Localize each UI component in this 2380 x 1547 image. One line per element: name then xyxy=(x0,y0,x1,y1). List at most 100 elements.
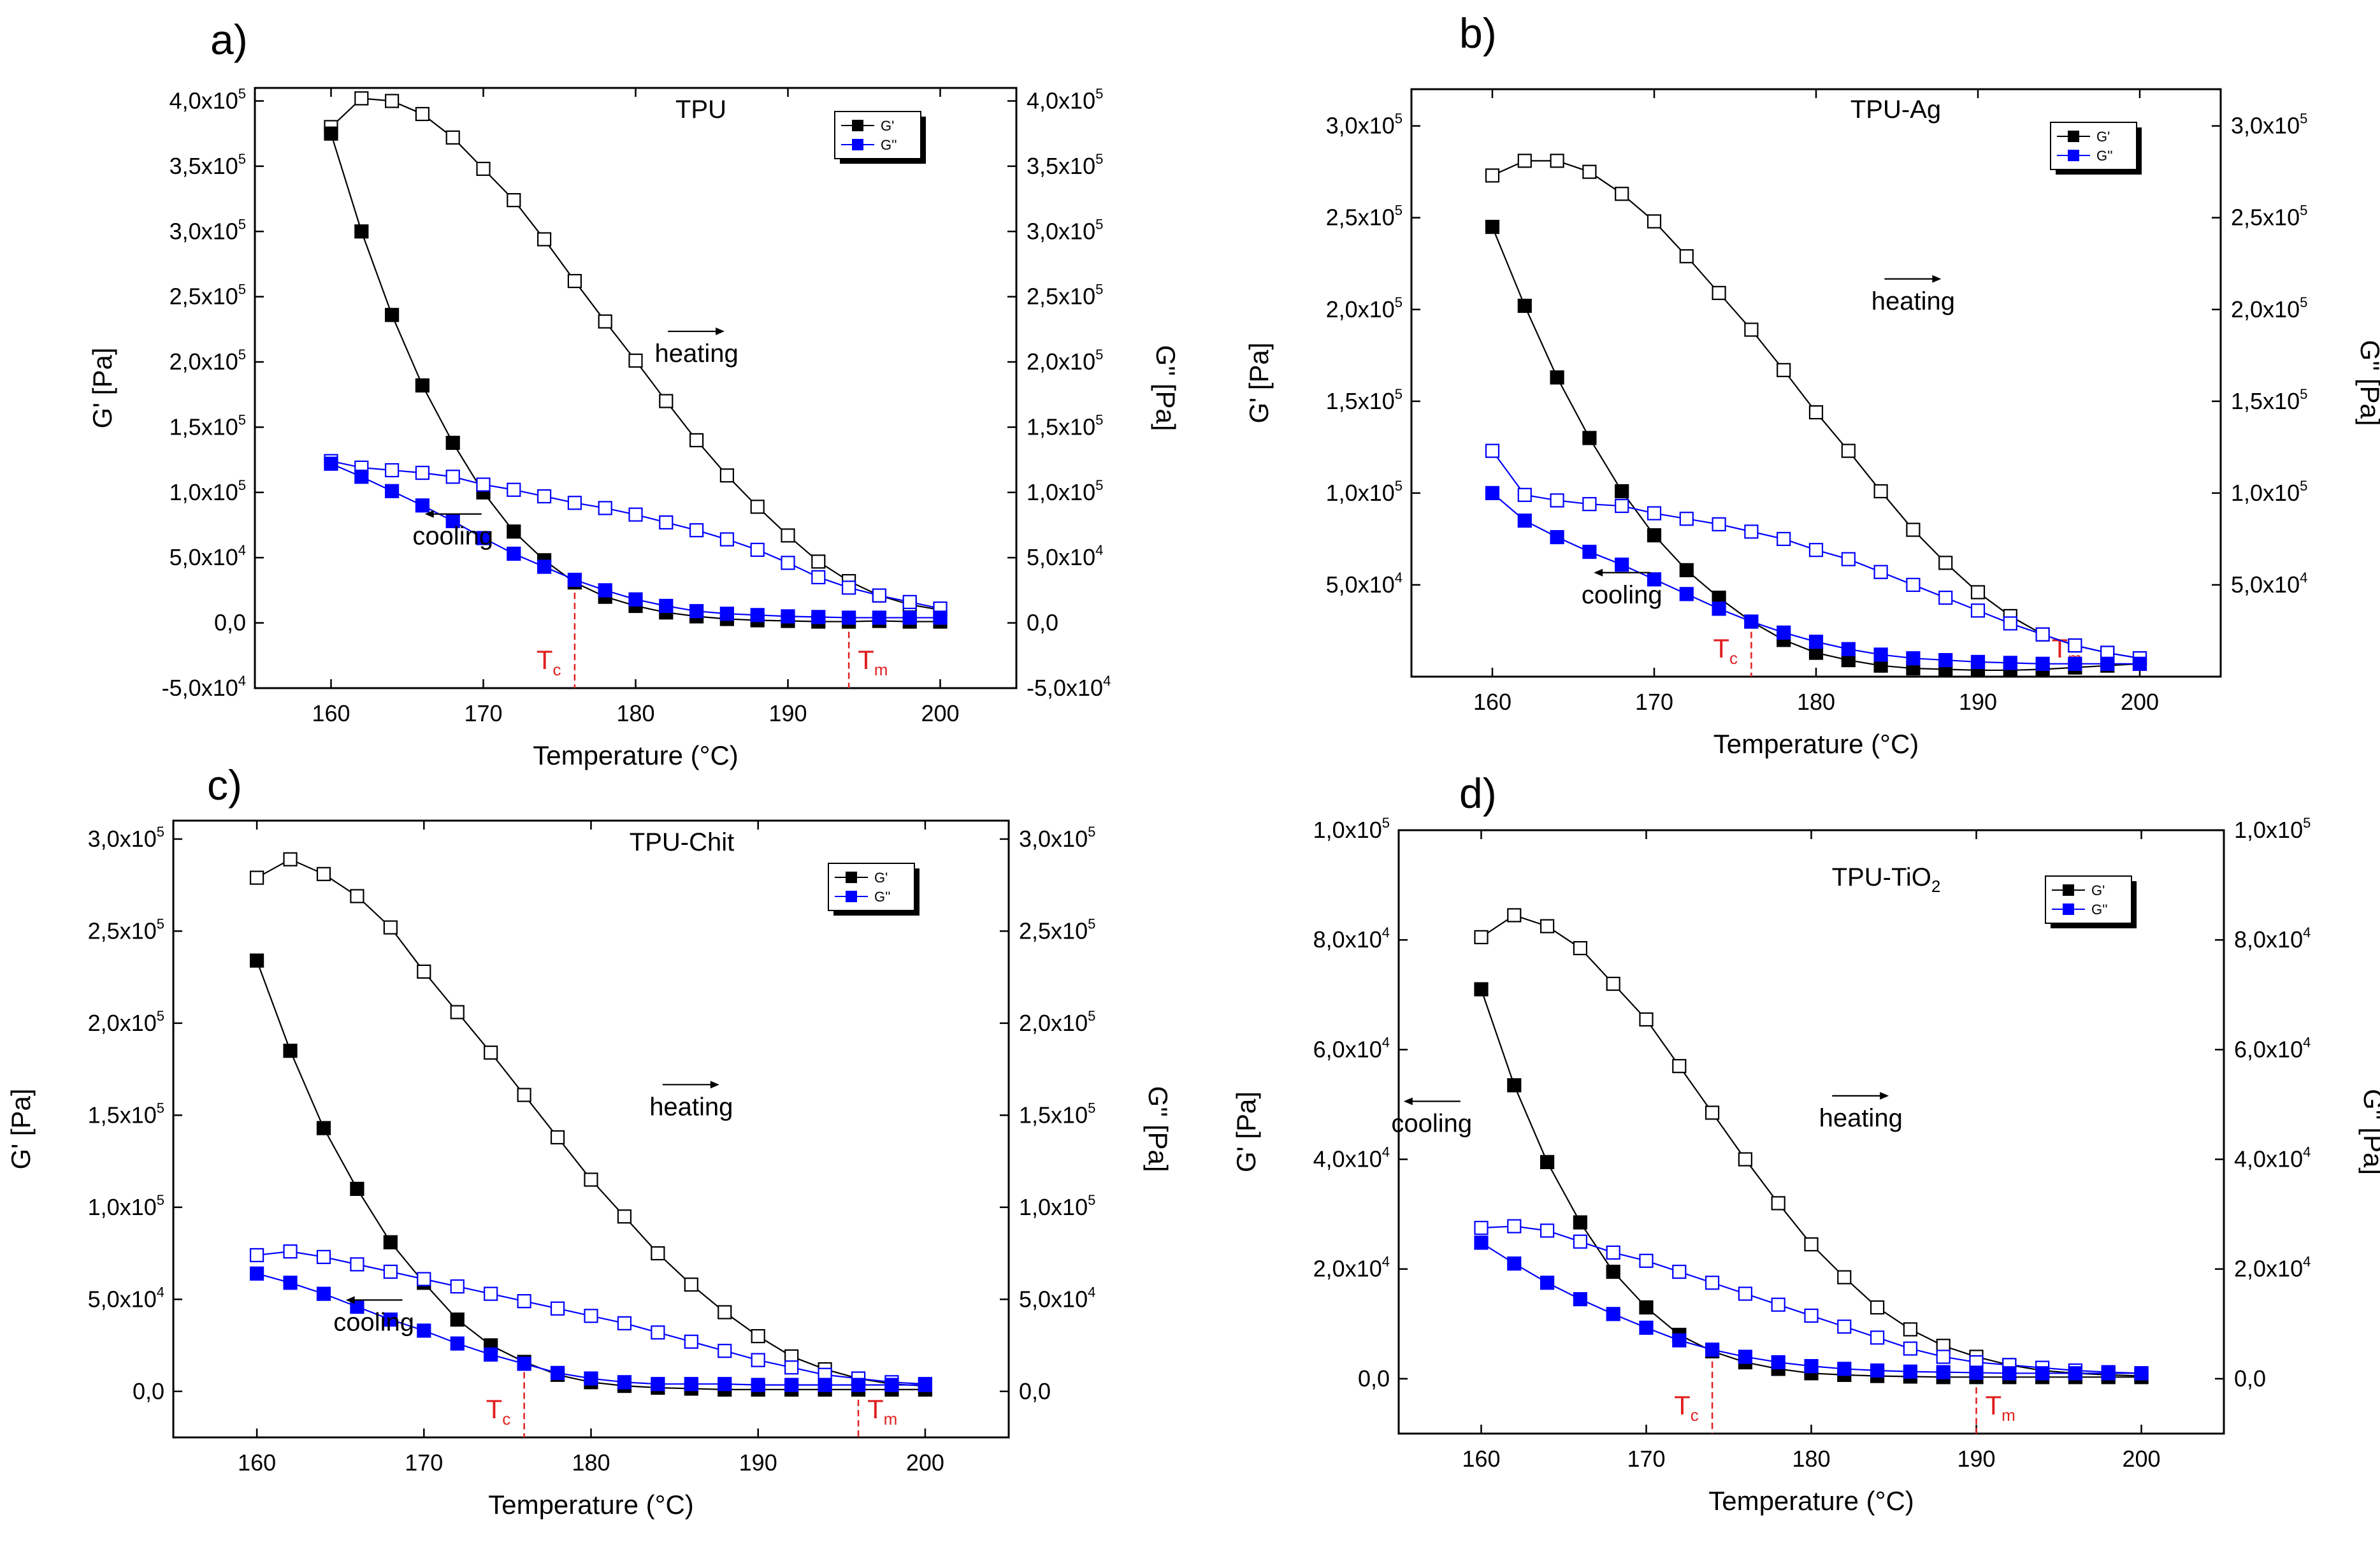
data-point xyxy=(2035,627,2050,642)
legend-label: G' xyxy=(874,870,888,886)
data-point xyxy=(1573,1215,1587,1230)
data-point xyxy=(1615,558,1629,572)
x-axis-title: Temperature (°C) xyxy=(1713,729,1919,759)
tc-label: Tc xyxy=(537,645,561,679)
y2-tick-label: 6,0x104 xyxy=(2234,1034,2311,1062)
data-point xyxy=(283,852,298,867)
y-tick-label: 2,0x105 xyxy=(169,347,246,375)
data-point xyxy=(1938,556,1953,570)
data-point xyxy=(2003,656,2017,670)
tc-label: Tc xyxy=(1674,1390,1699,1425)
panel-letter: a) xyxy=(210,16,248,63)
data-point xyxy=(1738,1152,1752,1167)
data-point xyxy=(1903,1364,1917,1379)
data-point xyxy=(811,554,826,569)
panel-a-tpu: a) TPU 160 170 180 190 200 -5,0x104 -5,0x104 0,0 0… xyxy=(87,16,1181,770)
data-point xyxy=(1606,976,1620,991)
data-point xyxy=(651,1246,665,1261)
data-point xyxy=(484,1347,498,1362)
data-point xyxy=(1873,647,1888,662)
data-point xyxy=(811,570,826,585)
data-point xyxy=(718,1377,732,1392)
data-point xyxy=(354,470,369,484)
heating-arrow-head xyxy=(716,327,725,336)
panel-title: TPU-Chit xyxy=(630,828,734,856)
data-point xyxy=(1808,635,1824,649)
data-point xyxy=(1639,1012,1654,1027)
panel-title: TPU-TiO2 xyxy=(1832,863,1941,896)
data-point xyxy=(1705,1105,1720,1120)
heating-arrow-head xyxy=(1932,275,1942,283)
data-point xyxy=(1679,587,1694,601)
data-point xyxy=(1485,168,1500,183)
data-point xyxy=(1870,1300,1885,1315)
data-point xyxy=(719,532,735,547)
data-point xyxy=(1517,487,1532,502)
data-point xyxy=(2068,656,2082,671)
y2-tick-label: 0,0 xyxy=(1019,1378,1051,1404)
data-point xyxy=(750,500,765,514)
data-point xyxy=(1679,512,1694,526)
data-point xyxy=(1639,1253,1654,1268)
data-point xyxy=(250,1266,264,1281)
data-point xyxy=(872,588,887,603)
cooling-label: cooling xyxy=(412,522,493,550)
data-point xyxy=(537,489,552,504)
y-tick-label: 0,0 xyxy=(133,1378,164,1404)
data-point xyxy=(841,610,856,625)
data-point xyxy=(689,433,704,448)
panel-letter: b) xyxy=(1459,10,1497,57)
y-axis-title: G' [Pa] xyxy=(6,1088,36,1169)
data-point xyxy=(617,1375,632,1390)
y2-tick-label: 2,0x105 xyxy=(1019,1008,1095,1036)
data-point xyxy=(1969,1365,1984,1380)
data-point xyxy=(484,1286,498,1301)
panel-c-tpu-chit: c) TPU-Chit 160 170 180 190 200 0,0 0,0 5,0x104 5,… xyxy=(6,761,1173,1520)
data-point xyxy=(2068,638,2082,653)
data-point xyxy=(1573,940,1587,956)
data-point xyxy=(1606,1264,1620,1279)
data-point xyxy=(316,1249,331,1264)
data-point xyxy=(1606,1245,1620,1260)
y2-tick-label: -5,0x104 xyxy=(1027,673,1111,701)
cooling-arrow-head xyxy=(1403,1097,1413,1105)
data-point xyxy=(1744,322,1759,337)
data-point xyxy=(415,378,430,393)
y2-tick-label: 1,5x105 xyxy=(1019,1100,1095,1128)
data-point xyxy=(2068,1366,2082,1381)
y-tick-label: 2,5x105 xyxy=(169,282,246,310)
data-point xyxy=(841,580,856,595)
y2-tick-label: 4,0x105 xyxy=(1027,85,1103,113)
data-point xyxy=(1647,528,1662,543)
legend-marker xyxy=(2068,131,2079,142)
x-axis-title: Temperature (°C) xyxy=(488,1490,694,1520)
data-point xyxy=(2100,656,2115,671)
data-point xyxy=(1771,1196,1785,1211)
data-point xyxy=(628,353,643,368)
data-point xyxy=(1936,1365,1951,1379)
y2-tick-label: 2,5x105 xyxy=(2231,203,2307,231)
data-point xyxy=(1738,1349,1752,1364)
data-point xyxy=(1582,544,1597,559)
data-point xyxy=(1485,443,1500,458)
heating-label: heating xyxy=(1872,287,1955,315)
data-point xyxy=(1507,1219,1522,1234)
y2-tick-label: 1,0x105 xyxy=(1019,1192,1095,1220)
data-point xyxy=(902,594,917,609)
data-point xyxy=(684,1277,698,1292)
panel-b-tpu-ag: b) TPU-Ag 160 170 180 190 200 5,0x104 5,0x104 1,0… xyxy=(1244,10,2380,759)
data-point xyxy=(1679,563,1694,577)
data-point xyxy=(450,1312,465,1327)
data-point xyxy=(1906,577,1921,593)
data-point xyxy=(628,592,643,607)
data-point xyxy=(598,314,612,329)
y2-tick-label: 5,0x104 xyxy=(1019,1284,1095,1312)
legend-marker xyxy=(2063,884,2074,896)
data-point xyxy=(598,501,612,515)
data-point xyxy=(918,1378,933,1392)
legend-label: G'' xyxy=(2091,902,2108,917)
y-tick-label: 8,0x104 xyxy=(1313,925,1390,953)
data-point xyxy=(2101,1366,2116,1381)
data-point xyxy=(1540,919,1555,933)
data-point xyxy=(1485,219,1500,234)
